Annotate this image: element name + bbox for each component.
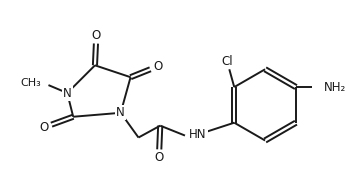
Text: CH₃: CH₃ [21, 78, 42, 88]
Text: O: O [91, 29, 100, 42]
Text: O: O [154, 60, 163, 73]
Text: O: O [155, 151, 164, 164]
Text: NH₂: NH₂ [324, 81, 346, 94]
Text: HN: HN [189, 128, 206, 141]
Text: O: O [39, 121, 48, 134]
Text: Cl: Cl [222, 55, 233, 68]
Text: N: N [63, 87, 72, 100]
Text: N: N [116, 106, 125, 119]
